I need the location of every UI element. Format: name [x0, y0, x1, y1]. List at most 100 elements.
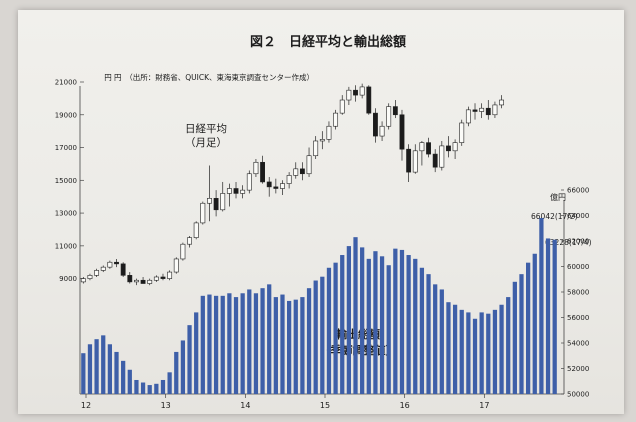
nikkei-candle — [134, 278, 139, 286]
candle-body-up — [459, 122, 465, 143]
nikkei-candle — [200, 201, 206, 225]
nikkei-candle — [127, 272, 133, 284]
export-bar — [174, 351, 179, 394]
nikkei-candle — [346, 86, 352, 105]
export-bar — [439, 289, 444, 394]
export-bar — [87, 344, 93, 394]
export-bar — [160, 379, 166, 394]
nikkei-candle — [220, 181, 226, 212]
nikkei-candle — [333, 109, 339, 130]
candle-body-up — [386, 106, 392, 127]
candle-body-up — [220, 193, 226, 211]
export-bar — [140, 382, 146, 394]
nikkei-candle — [452, 139, 458, 160]
left-tick-label: 15000 — [55, 177, 77, 185]
export-bar — [154, 383, 159, 394]
left-tick-label: 9000 — [59, 275, 77, 283]
nikkei-candle — [213, 190, 219, 217]
nikkei-candle — [406, 144, 412, 182]
candle-body-up — [167, 271, 173, 279]
nikkei-candle — [253, 159, 259, 178]
export-bar — [313, 280, 318, 394]
export-bar — [306, 288, 312, 394]
export-bar — [300, 297, 305, 394]
candle-body-down — [399, 114, 405, 150]
export-bar — [167, 372, 172, 394]
export-bar — [293, 299, 298, 394]
export-bar — [114, 351, 119, 394]
candle-body-up — [94, 270, 100, 276]
export-bar — [519, 274, 524, 394]
nikkei-candle — [459, 119, 465, 146]
export-bar — [267, 284, 272, 394]
chart-paper: 21000 19000 17000 15000 13000 11000 9000 円 66000… — [18, 10, 624, 414]
right-tick-label: 56000 — [567, 314, 589, 322]
export-bar — [466, 312, 471, 394]
nikkei-candle — [114, 258, 119, 268]
right-tick-label: 66000 — [567, 187, 589, 195]
export-bar — [512, 281, 517, 394]
candle-body-up — [313, 140, 319, 157]
candle-body-up — [499, 99, 504, 106]
chart-title: 図２ 日経平均と輸出総額 — [250, 34, 406, 50]
export-bar — [446, 302, 451, 394]
x-tick-label: 17 — [479, 401, 489, 410]
export-bar — [459, 309, 464, 394]
export-bar — [379, 256, 385, 394]
candle-body-down — [406, 148, 412, 173]
candle-body-down — [127, 275, 133, 283]
candle-body-up — [173, 258, 179, 273]
right-axis-unit: 億円 — [550, 192, 566, 202]
candle-body-up — [439, 145, 445, 168]
annotation-apr-latest: 63228(17/4) — [545, 238, 592, 247]
candle-body-up — [193, 222, 199, 238]
nikkei-candle — [260, 155, 265, 184]
nikkei-candle — [153, 275, 159, 282]
export-bar — [433, 284, 438, 394]
export-bar — [479, 312, 484, 394]
nikkei-candle — [326, 121, 332, 143]
nikkei-candle — [120, 262, 126, 277]
nikkei-candle — [266, 177, 272, 197]
candle-body-down — [366, 86, 372, 114]
nikkei-candle — [439, 140, 445, 171]
right-tick-label: 58000 — [567, 289, 589, 297]
candle-body-up — [306, 155, 312, 175]
chart-canvas: 21000 19000 17000 15000 13000 11000 9000 円 66000… — [55, 34, 592, 410]
candle-body-up — [379, 125, 385, 137]
left-tick-label: 13000 — [55, 210, 77, 218]
export-bar — [419, 267, 425, 394]
nikkei-candle — [386, 103, 392, 130]
right-tick-label: 64000 — [567, 212, 589, 220]
candle-body-up — [280, 183, 285, 189]
nikkei-candle — [399, 109, 405, 161]
candle-body-down — [260, 161, 265, 183]
candle-body-up — [412, 150, 418, 173]
export-bar — [413, 258, 418, 394]
x-tick-label: 15 — [320, 401, 330, 410]
left-tick-label: 17000 — [55, 144, 77, 152]
export-bar — [280, 294, 285, 394]
nikkei-candle — [419, 140, 425, 166]
candle-body-down — [353, 89, 358, 96]
nikkei-candle — [392, 100, 398, 119]
nikkei-candle — [299, 162, 305, 181]
export-bar — [492, 309, 498, 394]
left-axis-unit: 円 — [104, 73, 112, 82]
candle-body-up — [339, 99, 345, 114]
export-bar — [147, 385, 152, 394]
nikkei-candle — [359, 83, 365, 99]
export-bar — [134, 379, 139, 394]
candle-body-down — [373, 112, 378, 137]
export-bar — [552, 239, 557, 394]
export-bar — [373, 251, 378, 394]
export-bar — [180, 340, 186, 394]
export-bar — [107, 344, 112, 394]
export-bar — [393, 248, 398, 394]
export-bar — [260, 288, 265, 394]
candle-body-down — [299, 168, 305, 175]
candle-body-down — [140, 279, 146, 284]
nikkei-candle — [233, 181, 239, 199]
export-bar — [399, 249, 405, 394]
export-bar — [545, 238, 551, 394]
